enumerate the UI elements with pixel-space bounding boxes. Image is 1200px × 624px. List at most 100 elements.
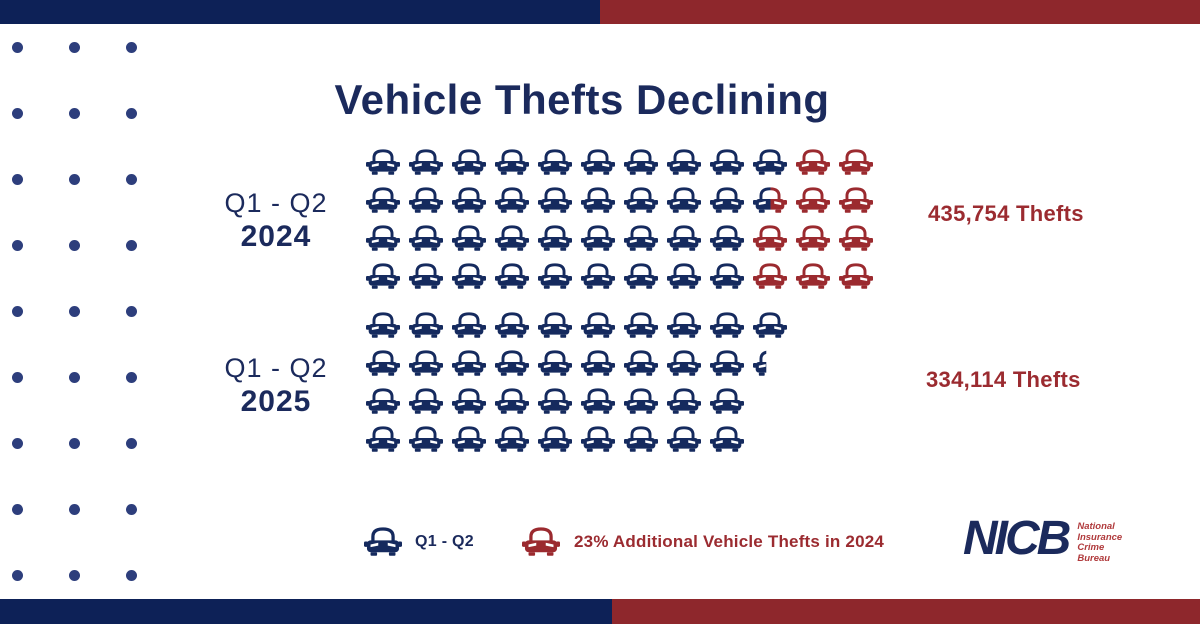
dot-decoration <box>126 174 137 185</box>
blue-car-icon <box>667 312 701 339</box>
blue-car-icon <box>710 426 744 453</box>
legend: Q1 - Q2 23% Additional Vehicle Thefts in… <box>364 526 884 557</box>
tagline-line: Crime <box>1077 542 1105 553</box>
dot-decoration <box>69 108 80 119</box>
blue-car-icon <box>624 426 658 453</box>
blue-car-icon <box>452 263 486 290</box>
blue-car-icon <box>495 263 529 290</box>
blue-car-icon <box>366 426 400 453</box>
blue-car-icon <box>364 527 402 557</box>
red-car-icon <box>839 263 873 290</box>
blue-car-icon <box>452 149 486 176</box>
tagline-line: Insurance <box>1077 531 1123 543</box>
dot-decoration <box>126 42 137 53</box>
blue-car-icon <box>581 263 615 290</box>
blue-car-icon <box>366 312 400 339</box>
car-row <box>366 262 873 290</box>
blue-car-icon <box>710 312 744 339</box>
quarter-label-2025: Q1 - Q2 <box>224 353 328 383</box>
blue-car-icon <box>409 187 443 214</box>
dot-decoration <box>12 108 23 119</box>
car-row <box>366 387 787 415</box>
dot-decoration <box>69 306 80 317</box>
group-label-2025: Q1 - Q2 2025 <box>191 353 361 419</box>
blue-car-icon <box>366 225 400 252</box>
blue-car-icon <box>409 388 443 415</box>
legend-label-additional-thefts: 23% Additional Vehicle Thefts in 2024 <box>574 531 885 551</box>
red-car-icon <box>522 527 561 557</box>
blue-car-icon <box>581 426 615 453</box>
blue-car-icon <box>409 350 443 377</box>
blue-car-icon <box>452 426 486 453</box>
nicb-logo-tagline: National Insurance Crime Bureau <box>1077 521 1123 564</box>
year-label-2024: 2024 <box>240 220 312 253</box>
blue-car-icon <box>495 149 529 176</box>
blue-car-icon <box>581 149 615 176</box>
blue-car-icon <box>538 426 572 453</box>
blue-car-icon <box>366 187 400 214</box>
legend-item-additional-thefts: 23% Additional Vehicle Thefts in 2024 <box>522 526 884 557</box>
car-row <box>366 425 787 453</box>
blue-car-icon <box>667 225 701 252</box>
car-pictogram-grid-2025 <box>366 311 787 463</box>
blue-car-icon <box>538 263 572 290</box>
dot-decoration <box>12 42 23 53</box>
total-thefts-2024: 435,754 Thefts <box>928 201 1084 226</box>
tagline-line: Bureau <box>1077 552 1111 564</box>
dot-decoration <box>12 570 23 581</box>
blue-car-icon <box>538 350 572 377</box>
nicb-logo-text: NICB <box>963 512 1071 565</box>
blue-car-icon <box>667 388 701 415</box>
dot-grid-decoration <box>12 42 137 581</box>
blue-car-icon <box>452 187 486 214</box>
dot-decoration <box>12 438 23 449</box>
blue-car-icon <box>495 187 529 214</box>
blue-car-icon <box>753 149 787 176</box>
dot-decoration <box>12 240 23 251</box>
car-row <box>366 311 787 339</box>
dot-decoration <box>12 306 23 317</box>
dot-decoration <box>126 570 137 581</box>
red-car-icon <box>753 225 787 252</box>
blue-car-icon <box>710 388 744 415</box>
blue-car-icon <box>452 388 486 415</box>
red-car-icon <box>839 187 873 214</box>
half-blue-red-car-icon <box>753 187 787 214</box>
total-thefts-2025: 334,114 Thefts <box>926 367 1081 392</box>
blue-car-icon <box>710 187 744 214</box>
blue-car-icon <box>366 149 400 176</box>
blue-car-icon <box>667 350 701 377</box>
blue-car-icon <box>624 149 658 176</box>
blue-car-icon <box>452 225 486 252</box>
nicb-logo: NICB National Insurance Crime Bureau <box>963 515 1122 564</box>
blue-car-icon <box>409 263 443 290</box>
top-border-red <box>600 0 1200 24</box>
blue-car-icon <box>667 149 701 176</box>
blue-car-icon <box>581 350 615 377</box>
blue-car-icon <box>495 388 529 415</box>
red-car-icon <box>796 149 830 176</box>
dot-decoration <box>12 174 23 185</box>
blue-car-icon <box>624 225 658 252</box>
blue-car-icon <box>452 350 486 377</box>
blue-car-icon <box>409 149 443 176</box>
blue-car-icon <box>710 350 744 377</box>
dot-decoration <box>69 504 80 515</box>
dot-decoration <box>69 174 80 185</box>
blue-car-icon <box>624 312 658 339</box>
blue-car-icon <box>667 263 701 290</box>
blue-car-icon <box>581 388 615 415</box>
dot-decoration <box>126 504 137 515</box>
dot-decoration <box>69 438 80 449</box>
red-car-icon <box>796 225 830 252</box>
dot-decoration <box>12 372 23 383</box>
blue-car-icon <box>710 225 744 252</box>
tagline-line: National <box>1077 521 1115 532</box>
blue-car-icon <box>624 350 658 377</box>
blue-car-icon <box>495 225 529 252</box>
blue-car-icon <box>495 350 529 377</box>
blue-car-icon <box>366 263 400 290</box>
dot-decoration <box>12 504 23 515</box>
car-row <box>366 186 873 214</box>
bottom-border-navy <box>0 599 612 624</box>
